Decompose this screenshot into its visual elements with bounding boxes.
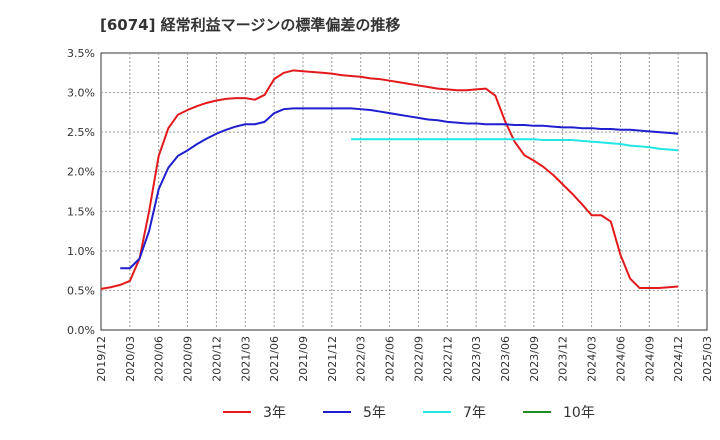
- x-tick-label: 2021/12: [326, 336, 339, 382]
- legend-label-7年: 7年: [463, 405, 486, 421]
- y-tick-label: 3.5%: [67, 47, 95, 60]
- y-tick-label: 1.5%: [67, 205, 95, 218]
- legend: 3年 5年 7年 10年: [223, 405, 595, 421]
- plot-frame: [100, 52, 708, 331]
- x-tick-label: 2020/06: [153, 336, 166, 382]
- x-tick-label: 2020/09: [182, 336, 195, 382]
- x-tick-label: 2022/09: [412, 336, 425, 382]
- series-layer: [100, 69, 679, 290]
- x-tick-label: 2022/03: [355, 336, 368, 382]
- y-tick-label: 2.5%: [67, 126, 95, 139]
- x-tick-label: 2023/09: [528, 336, 541, 382]
- x-tick-label: 2020/12: [210, 336, 223, 382]
- x-tick-label: 2023/12: [557, 336, 570, 382]
- legend-label-10年: 10年: [563, 405, 595, 421]
- series-line-5年: [120, 107, 679, 270]
- legend-label-3年: 3年: [263, 405, 286, 421]
- chart-title: [6074] 経常利益マージンの標準偏差の推移: [100, 16, 401, 34]
- x-tick-label: 2024/03: [586, 336, 599, 382]
- series-line-7年: [351, 138, 679, 152]
- legend-label-5年: 5年: [363, 405, 386, 421]
- y-tick-label: 0.0%: [67, 324, 95, 337]
- grid-layer: [100, 52, 708, 331]
- x-tick-label: 2021/09: [297, 336, 310, 382]
- x-tick-label: 2023/06: [499, 336, 512, 382]
- y-tick-label: 0.5%: [67, 284, 95, 297]
- x-tick-label: 2025/03: [701, 336, 714, 382]
- y-tick-label: 3.0%: [67, 87, 95, 100]
- x-tick-label: 2021/06: [268, 336, 281, 382]
- y-tick-label: 1.0%: [67, 245, 95, 258]
- x-tick-label: 2024/09: [643, 336, 656, 382]
- x-tick-label: 2021/03: [239, 336, 252, 382]
- x-tick-label: 2024/12: [672, 336, 685, 382]
- x-tick-label: 2019/12: [95, 336, 108, 382]
- y-tick-label: 2.0%: [67, 166, 95, 179]
- x-tick-label: 2023/03: [470, 336, 483, 382]
- series-line-3年: [100, 69, 679, 290]
- x-tick-label: 2022/12: [441, 336, 454, 382]
- x-tick-label: 2022/06: [384, 336, 397, 382]
- x-tick-label: 2024/06: [614, 336, 627, 382]
- axis-layer: 0.0% 0.5% 1.0% 1.5% 2.0% 2.5% 3.0% 3.5% 2019/12 2…: [67, 47, 714, 382]
- x-tick-label: 2020/03: [124, 336, 137, 382]
